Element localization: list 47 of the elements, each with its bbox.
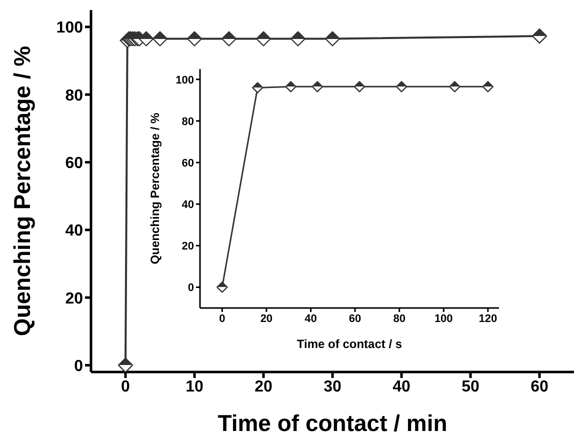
point: [396, 81, 408, 92]
y-tick-label: 20: [65, 290, 84, 308]
x-tick-label: 30: [324, 378, 342, 396]
y-tick-label: 40: [65, 222, 84, 240]
point: [354, 81, 366, 92]
x-tick-label: 40: [392, 378, 410, 396]
y-tick-label: 0: [74, 358, 84, 375]
point: [449, 81, 460, 92]
point: [152, 31, 168, 46]
x-tick-label: 40: [304, 312, 317, 325]
point: [221, 31, 237, 46]
x-tick-label: 60: [348, 312, 362, 325]
y-tick-label: 60: [65, 154, 84, 172]
point: [186, 31, 202, 46]
x-tick-label: 80: [393, 312, 406, 325]
point: [285, 81, 296, 92]
y-tick-label: 0: [188, 282, 194, 294]
y-tick-label: 100: [56, 20, 84, 37]
point: [482, 81, 494, 92]
x-tick-label: 100: [434, 312, 453, 325]
x-tick-label: 120: [478, 312, 498, 325]
x-tick-label: 0: [219, 312, 226, 325]
x-axis-title: Time of contact / s: [296, 337, 402, 351]
x-tick-label: 60: [530, 378, 548, 396]
y-tick-label: 20: [182, 240, 194, 253]
point: [256, 31, 272, 46]
x-axis-title: Time of contact / min: [218, 410, 448, 436]
point: [324, 31, 340, 46]
y-axis-title: Quenching Percentage / %: [9, 46, 35, 336]
x-tick-label: 50: [462, 378, 480, 396]
point: [138, 31, 154, 46]
point: [290, 31, 306, 46]
y-tick-label: 40: [182, 198, 194, 211]
x-tick-label: 20: [254, 378, 272, 396]
point: [252, 82, 264, 94]
x-tick-label: 0: [121, 378, 130, 396]
point: [312, 81, 323, 92]
y-axis-title: Quenching Percentage / %: [148, 112, 162, 264]
y-tick-label: 80: [182, 116, 194, 128]
y-tick-label: 60: [182, 157, 194, 170]
y-tick-label: 80: [65, 87, 84, 104]
x-tick-label: 20: [260, 312, 273, 325]
point: [216, 282, 228, 293]
x-tick-label: 10: [186, 378, 204, 396]
point: [118, 358, 134, 372]
point: [532, 28, 548, 44]
y-tick-label: 100: [176, 74, 194, 86]
